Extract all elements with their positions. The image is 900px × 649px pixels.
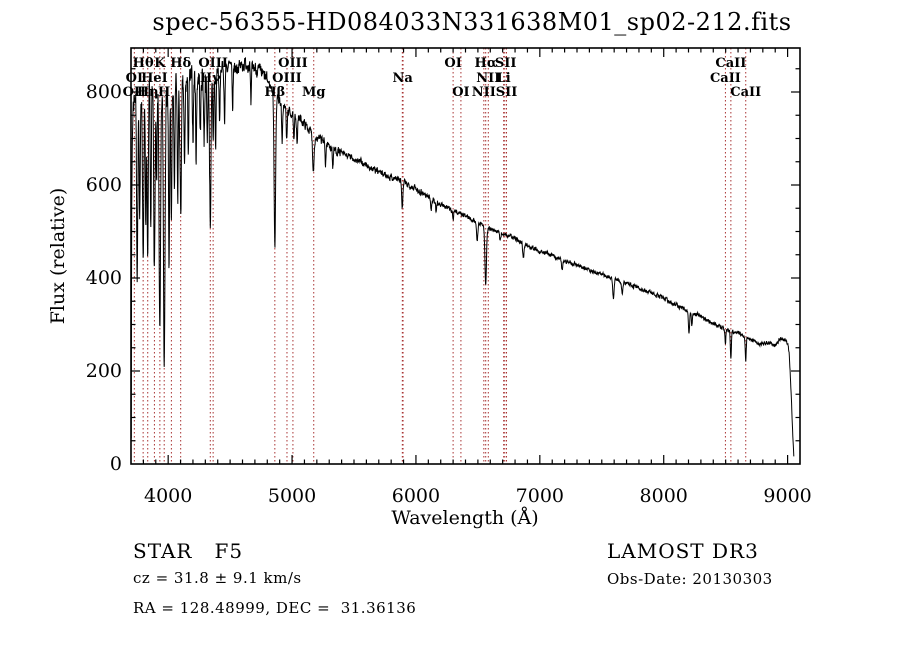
spectral-line-label: Hβ xyxy=(264,85,285,100)
spectral-line-label: Hθ xyxy=(133,56,154,71)
spectral-line-label: OI xyxy=(126,71,143,86)
spectral-line-label: OIII xyxy=(272,71,302,86)
x-tick-label: 8000 xyxy=(640,485,688,507)
y-tick-label: 600 xyxy=(86,174,122,196)
spectral-line-label: Hδ xyxy=(170,56,191,71)
y-axis-label: Flux (relative) xyxy=(47,188,69,325)
obs-date-text: Obs-Date: 20130303 xyxy=(607,570,773,588)
spectral-line-label: OI xyxy=(444,56,461,71)
y-tick-label: 0 xyxy=(110,453,122,475)
spectral-line-label: H xyxy=(158,85,170,100)
cz-text: cz = 31.8 ± 9.1 km/s xyxy=(133,569,302,587)
spectral-line-label: OI xyxy=(452,85,469,100)
spectral-line-label: Hα xyxy=(475,56,497,71)
spectral-line-label: Na xyxy=(393,71,414,86)
x-axis-label: Wavelength (Å) xyxy=(391,507,538,529)
spectral-line-label: SII xyxy=(495,56,517,71)
x-tick-label: 6000 xyxy=(392,485,440,507)
y-tick-label: 800 xyxy=(86,81,122,103)
spectral-line-label: K xyxy=(154,56,166,71)
spectral-line-label: CaII xyxy=(715,56,746,71)
y-tick-label: 200 xyxy=(86,360,122,382)
axis-box xyxy=(130,47,801,465)
y-tick-label: 400 xyxy=(86,267,122,289)
spectral-line-label: NII xyxy=(476,71,500,86)
spectral-line-label: SII xyxy=(496,85,518,100)
spectral-line-label: OIII xyxy=(278,56,308,71)
spectral-line-label: CaII xyxy=(730,85,761,100)
spectral-line-label: Hη xyxy=(137,85,159,100)
spectral-line-label: NII xyxy=(472,85,496,100)
survey-release-text: LAMOST DR3 xyxy=(607,539,759,563)
spectrum-curve xyxy=(130,57,795,457)
spectral-line-label: OIII xyxy=(198,56,228,71)
spectral-line-label: Mg xyxy=(302,85,325,100)
x-tick-label: 9000 xyxy=(763,485,811,507)
x-tick-label: 4000 xyxy=(144,485,192,507)
spectral-line-label: CaII xyxy=(710,71,741,86)
ra-dec-text: RA = 128.48999, DEC = 31.36136 xyxy=(133,599,417,617)
object-class-text: STAR F5 xyxy=(133,539,244,563)
x-tick-label: 7000 xyxy=(516,485,564,507)
plot-title: spec-56355-HD084033N331638M01_sp02-212.f… xyxy=(152,8,791,36)
spectral-line-label: Li xyxy=(497,71,511,86)
spectral-line-label: HeI xyxy=(141,71,168,86)
x-tick-label: 5000 xyxy=(268,485,316,507)
